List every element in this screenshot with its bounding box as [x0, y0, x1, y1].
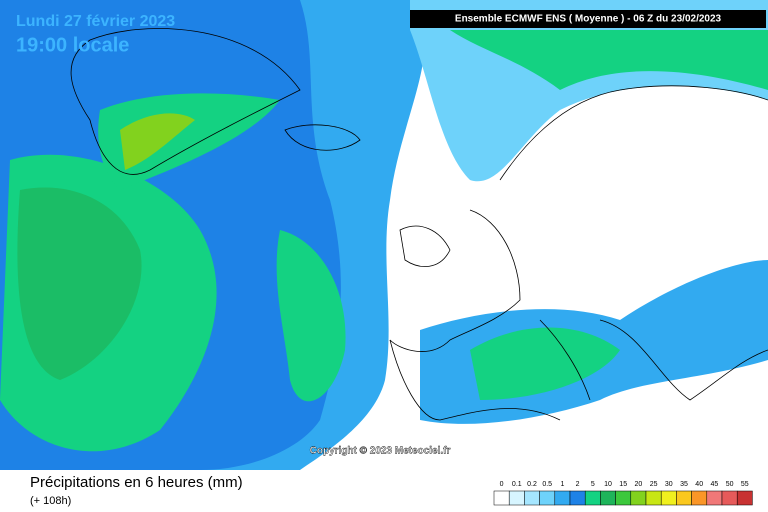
- legend-swatch: [554, 490, 571, 506]
- coastlines: [70, 28, 768, 421]
- legend-label: 50: [726, 481, 734, 488]
- time: 19:00 locale: [16, 34, 129, 56]
- legend-swatch: [645, 490, 662, 506]
- copyright: Copyright © 2023 Meteociel.fr: [310, 446, 451, 457]
- legend-label: 25: [650, 481, 658, 488]
- legend-swatch: [721, 490, 738, 506]
- legend-label: 2: [576, 481, 580, 488]
- legend-swatch: [736, 490, 753, 506]
- footer-title: Précipitations en 6 heures (mm): [30, 474, 243, 491]
- legend-label: 15: [619, 481, 627, 488]
- precip-area: [276, 230, 346, 402]
- legend-label: 40: [695, 481, 703, 488]
- legend-label: 1: [560, 481, 564, 488]
- legend-swatch: [569, 490, 586, 506]
- legend-swatch: [660, 490, 677, 506]
- precip-area: [120, 113, 195, 170]
- footer-lead: (+ 108h): [30, 495, 71, 507]
- legend: 0 0.1 0.2 0.5 1 2 5 10 15 20 25 30 35 40 45 50 55: [493, 481, 753, 506]
- legend-swatch: [584, 490, 601, 506]
- legend-label: 0.5: [542, 481, 552, 488]
- legend-label: 5: [591, 481, 595, 488]
- model-banner: [410, 10, 766, 28]
- legend-swatch: [630, 490, 647, 506]
- model-info: Ensemble ECMWF ENS ( Moyenne ) - 06 Z du…: [455, 14, 722, 25]
- precip-area: [470, 327, 620, 400]
- precip-area: [98, 93, 281, 190]
- legend-label: 20: [635, 481, 643, 488]
- legend-swatch: [600, 490, 616, 506]
- legend-swatch: [615, 490, 632, 506]
- legend-label: 10: [604, 481, 612, 488]
- precip-area: [17, 187, 142, 380]
- precip-area: [450, 30, 768, 90]
- legend-label: 55: [741, 481, 749, 488]
- legend-swatch: [508, 490, 525, 506]
- date: Lundi 27 février 2023: [16, 13, 175, 30]
- legend-label: 30: [665, 481, 673, 488]
- legend-label: 0: [500, 481, 504, 488]
- legend-swatch: [539, 490, 556, 506]
- legend-label: 0.2: [527, 481, 537, 488]
- legend-swatch: [493, 490, 510, 506]
- legend-label: 35: [680, 481, 688, 488]
- legend-swatch: [691, 490, 708, 506]
- legend-swatch: [676, 490, 692, 506]
- legend-label: 0.1: [512, 481, 522, 488]
- legend-swatch: [706, 490, 723, 506]
- legend-label: 45: [711, 481, 719, 488]
- legend-swatch: [524, 490, 540, 506]
